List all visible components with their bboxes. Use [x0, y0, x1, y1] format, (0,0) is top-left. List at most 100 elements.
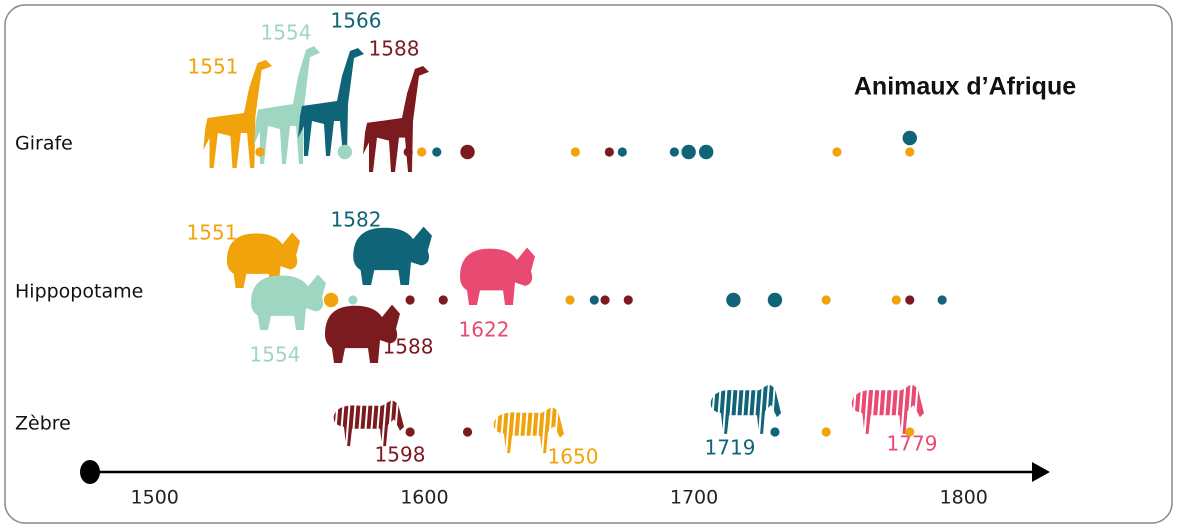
- year-label: 1554: [261, 21, 312, 45]
- zebra-stripe: [906, 381, 913, 437]
- animal-silhouette: [363, 65, 429, 172]
- zebra-stripe: [505, 404, 511, 456]
- zebra-stripe: [894, 381, 901, 437]
- animal-shape: [460, 247, 535, 305]
- zebra-stripe: [393, 397, 399, 449]
- zebra-stripe: [900, 381, 907, 437]
- zebra-stripe: [912, 381, 919, 437]
- event-dot: [604, 147, 614, 157]
- event-dot: [600, 295, 610, 305]
- event-dot: [770, 427, 780, 437]
- animal-silhouette: [325, 304, 400, 363]
- zebra-stripe: [517, 404, 523, 456]
- animal-shape: [710, 384, 781, 434]
- event-dot: [623, 295, 633, 305]
- chart-title: Animaux d’Afrique: [854, 73, 1076, 101]
- year-label: 1554: [250, 343, 301, 367]
- zebra-stripe: [339, 397, 345, 449]
- event-dot: [405, 295, 415, 305]
- year-label: 1588: [369, 37, 420, 61]
- event-dot: [438, 295, 448, 305]
- event-dot: [460, 144, 475, 160]
- event-dot: [937, 295, 947, 305]
- event-dot: [832, 147, 842, 157]
- event-dot: [589, 295, 599, 305]
- event-dot: [891, 295, 901, 305]
- zebra-stripe: [875, 381, 882, 437]
- zebra-stripe: [881, 381, 889, 437]
- event-dot: [726, 292, 741, 308]
- event-dot: [417, 147, 427, 157]
- animal-shape: [254, 46, 320, 164]
- animal-silhouette: [254, 46, 320, 164]
- zebra-stripe: [357, 397, 363, 449]
- event-dot: [323, 292, 339, 308]
- zebra-stripe: [535, 404, 541, 456]
- year-label: 1598: [375, 443, 426, 467]
- zebra-stripe: [888, 381, 895, 437]
- event-dot: [767, 292, 783, 308]
- zebra-stripe: [722, 381, 728, 437]
- animal-shape: [363, 65, 429, 172]
- x-tick-label: 1600: [400, 487, 448, 509]
- zebra-stripe: [345, 397, 351, 449]
- event-dot: [570, 147, 580, 157]
- zebra-stripe: [716, 381, 722, 437]
- animal-silhouette: [298, 48, 364, 156]
- animal-shape: [333, 399, 404, 447]
- zebra-stripe: [740, 381, 746, 437]
- x-tick-label: 1500: [131, 487, 179, 509]
- zebra-stripe: [387, 397, 393, 449]
- event-dot: [337, 144, 353, 160]
- animal-silhouette: [493, 404, 564, 456]
- zebra-stripe: [734, 381, 740, 437]
- event-dot: [462, 427, 473, 437]
- event-dot: [617, 147, 627, 157]
- axis-arrow: [1032, 462, 1050, 482]
- zebra-stripe: [363, 397, 369, 449]
- animal-shape: [851, 384, 924, 434]
- zebra-stripe: [375, 397, 381, 449]
- x-tick-label: 1800: [940, 487, 988, 509]
- zebra-stripe: [869, 381, 876, 437]
- zebra-stripe: [857, 381, 864, 437]
- year-label: 1650: [548, 445, 599, 469]
- event-dot: [902, 130, 917, 146]
- year-label: 1551: [187, 221, 238, 245]
- zebra-stripe: [851, 381, 858, 437]
- event-dot: [348, 295, 358, 305]
- year-label: 1551: [188, 55, 239, 79]
- event-dot: [403, 147, 413, 157]
- zebra-stripe: [728, 381, 734, 437]
- zebra-stripe: [333, 397, 339, 449]
- event-dot: [698, 144, 714, 160]
- row-label: Girafe: [15, 133, 73, 155]
- zebra-stripe: [758, 381, 764, 437]
- zebra-stripe: [553, 404, 559, 456]
- animal-shape: [226, 232, 300, 288]
- row-label: Zèbre: [15, 413, 71, 435]
- zebra-stripe: [541, 404, 547, 456]
- year-label: 1622: [459, 318, 510, 342]
- animal-silhouette: [710, 381, 781, 437]
- year-label: 1719: [705, 436, 756, 460]
- zebra-stripe: [369, 397, 375, 449]
- event-dot: [669, 147, 679, 157]
- animal-silhouette: [333, 397, 404, 449]
- year-label: 1588: [383, 335, 434, 359]
- zebra-stripe: [523, 404, 529, 456]
- zebra-stripe: [499, 404, 505, 456]
- event-dot: [821, 427, 831, 437]
- event-dot: [681, 144, 696, 160]
- animal-silhouette: [851, 381, 924, 437]
- event-dot: [905, 295, 915, 305]
- zebra-stripe: [381, 397, 387, 449]
- x-tick-label: 1700: [670, 487, 718, 509]
- row-label: Hippopotame: [15, 281, 143, 303]
- event-dot: [432, 147, 442, 157]
- animal-silhouette: [460, 247, 535, 305]
- animal-silhouette: [353, 226, 432, 285]
- zebra-stripe: [351, 397, 357, 449]
- zebra-stripe: [710, 381, 716, 437]
